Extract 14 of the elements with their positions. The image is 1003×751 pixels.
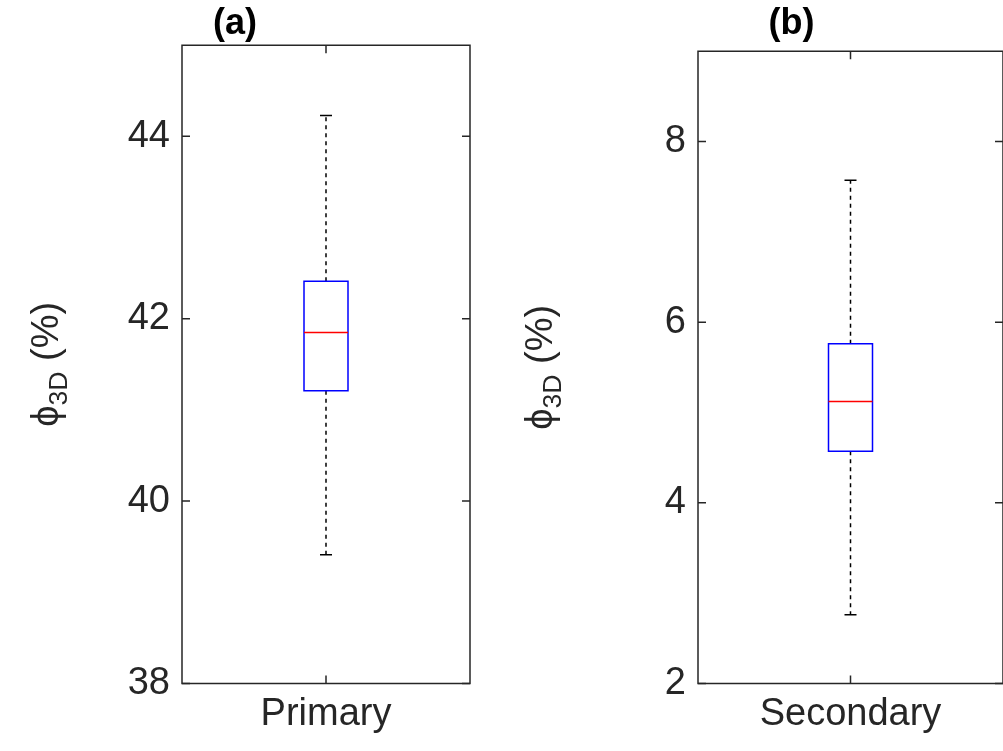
chart-title: (a) xyxy=(213,0,257,42)
y-tick-label: 38 xyxy=(127,659,170,702)
y-tick-label: 42 xyxy=(127,295,170,338)
y-tick-label: 8 xyxy=(664,118,686,160)
chart-title: (b) xyxy=(768,0,815,42)
y-tick-label: 40 xyxy=(127,477,170,520)
y-tick-label: 44 xyxy=(127,112,170,155)
y-tick-label: 4 xyxy=(664,479,686,522)
y-tick-label: 6 xyxy=(664,298,686,341)
y-axis-title: ϕ3D (%) xyxy=(24,301,73,427)
x-tick-label: Secondary xyxy=(759,690,942,733)
y-tick-label: 2 xyxy=(664,659,686,702)
x-tick-label: Primary xyxy=(260,690,392,733)
y-axis-title: ϕ3D (%) xyxy=(518,304,567,430)
